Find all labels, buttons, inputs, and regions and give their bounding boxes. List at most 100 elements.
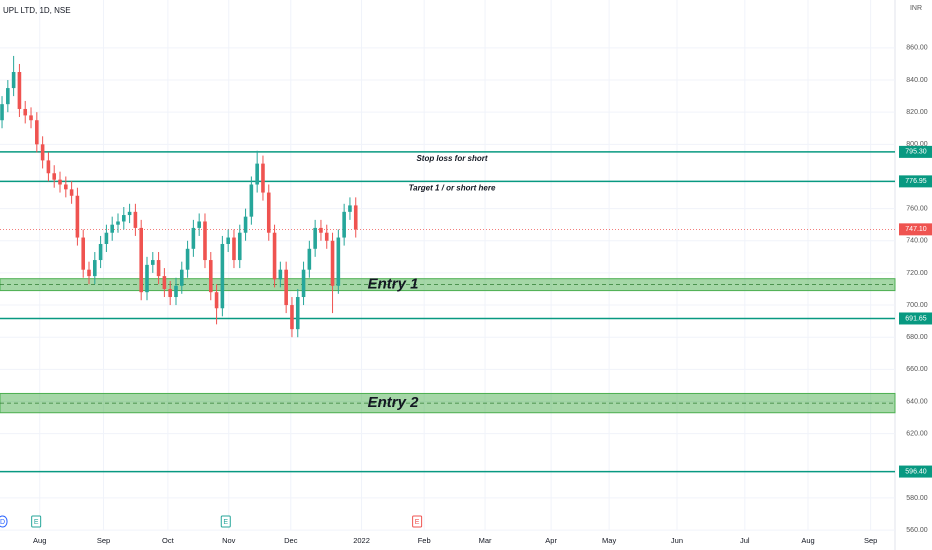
candle-body <box>255 163 259 185</box>
candle-body <box>145 264 149 293</box>
x-tick-label: Aug <box>33 536 46 545</box>
candle-body <box>81 237 86 270</box>
x-tick-label: Dec <box>284 536 298 545</box>
x-tick-label: Feb <box>418 536 431 545</box>
y-tick-label: 860.00 <box>906 45 928 52</box>
candle-body <box>179 269 184 286</box>
candle-body <box>87 269 91 277</box>
candle-body <box>133 211 138 228</box>
candle-body <box>313 227 317 249</box>
candle-body <box>6 88 10 105</box>
candle-body <box>324 232 329 241</box>
chart-title: UPL LTD, 1D, NSE <box>3 6 71 15</box>
x-tick-label: Jun <box>671 536 683 545</box>
candle-body <box>191 227 196 249</box>
x-tick-label: Sep <box>864 536 877 545</box>
event-label: E <box>34 519 39 526</box>
candle-body <box>342 211 346 238</box>
candle-body <box>110 224 115 233</box>
candle-body <box>156 260 161 277</box>
zone-label: Entry 1 <box>368 276 419 293</box>
x-tick-label: Jul <box>740 536 750 545</box>
candle-body <box>11 72 16 89</box>
y-tick-label: 660.00 <box>906 366 928 373</box>
candle-body <box>0 104 4 121</box>
level-tag <box>899 175 932 188</box>
zone <box>0 278 896 292</box>
candle-body <box>336 237 341 286</box>
candle-body <box>220 243 225 309</box>
candle-body <box>174 285 178 298</box>
candle-body <box>35 120 39 145</box>
candle-body <box>75 195 80 238</box>
currency-label: INR <box>910 5 922 12</box>
candle-body <box>330 240 335 286</box>
event-marker <box>220 515 231 528</box>
candle-body <box>237 232 242 261</box>
y-tick-label: 640.00 <box>906 398 928 405</box>
y-tick-label: 720.00 <box>906 270 928 277</box>
level-tag-label: 691.65 <box>905 315 927 322</box>
level-tag <box>899 465 932 478</box>
level-tag <box>899 145 932 158</box>
event-marker <box>31 515 42 528</box>
level-tag-label: 776.95 <box>905 178 927 185</box>
candle-body <box>58 179 62 185</box>
x-tick-label: Sep <box>97 536 110 545</box>
candle-body <box>162 276 167 289</box>
x-tick-label: Aug <box>801 536 814 545</box>
level-tag-label: 596.40 <box>905 468 927 475</box>
level-note: Stop loss for short <box>416 154 487 163</box>
x-tick-label: Mar <box>479 536 492 545</box>
candle-body <box>278 269 283 280</box>
candle-body <box>139 227 143 293</box>
x-tick-label: Nov <box>222 536 236 545</box>
y-tick-label: 700.00 <box>906 302 928 309</box>
candle-body <box>208 260 213 293</box>
candle-body <box>121 215 126 222</box>
candle-body <box>353 205 358 230</box>
level-note: Target 1 / or short here <box>409 183 496 192</box>
candle-body <box>104 232 109 244</box>
candle-body <box>226 237 230 244</box>
y-tick-label: 840.00 <box>906 77 928 84</box>
candle-body <box>307 248 312 270</box>
event-marker <box>412 515 423 528</box>
candle-body <box>197 221 201 228</box>
y-tick-label: 620.00 <box>906 430 928 437</box>
candle-body <box>185 248 190 270</box>
event-marker <box>0 515 8 528</box>
x-tick-label: Apr <box>545 536 557 545</box>
y-tick-label: 760.00 <box>906 205 928 212</box>
candle-body <box>150 260 155 265</box>
candle-body <box>64 184 68 190</box>
event-label: D <box>0 519 5 526</box>
candle-body <box>266 192 271 233</box>
last-price-tag <box>899 223 932 236</box>
candle-body <box>98 243 103 261</box>
candle-body <box>214 292 219 309</box>
candle-body <box>46 160 51 174</box>
y-tick-label: 580.00 <box>906 495 928 502</box>
level-tag-label: 795.30 <box>905 149 927 156</box>
y-tick-label: 820.00 <box>906 109 928 116</box>
candle-body <box>203 221 207 261</box>
zone-label: Entry 2 <box>368 394 420 411</box>
candle-body <box>69 189 74 196</box>
candle-body <box>168 288 172 298</box>
y-tick-label: 560.00 <box>906 527 928 534</box>
candle-body <box>127 211 132 216</box>
candle-body <box>116 221 120 225</box>
candle-body <box>290 305 294 330</box>
event-label: E <box>223 519 228 526</box>
candle-body <box>243 216 248 233</box>
candle-body <box>301 269 306 298</box>
candle-body <box>348 205 352 212</box>
x-tick-label: May <box>602 536 616 545</box>
candle-body <box>52 173 57 180</box>
event-label: E <box>415 519 420 526</box>
y-tick-label: 680.00 <box>906 334 928 341</box>
candle-body <box>29 115 33 121</box>
x-tick-label: Oct <box>162 536 175 545</box>
